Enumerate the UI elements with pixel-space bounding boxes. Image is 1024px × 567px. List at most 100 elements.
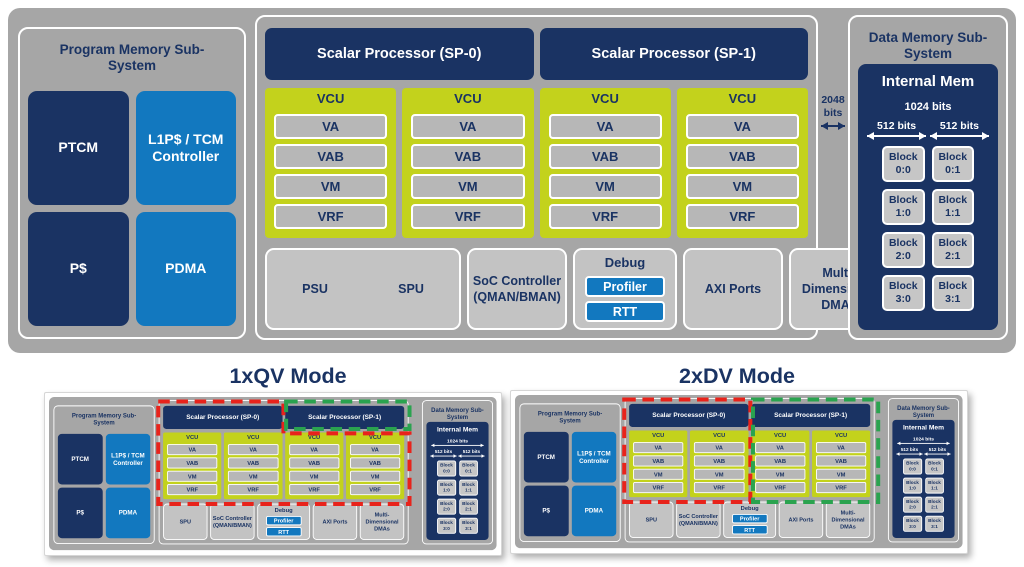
vcu-title: VCU [652,431,665,439]
vcu-column-1: VCU VA VAB VM VRF [690,430,749,498]
vcu-title: VCU [308,433,321,441]
vcu-column-1: VCU VA VAB VM VRF [224,432,283,500]
vm-unit: VM [694,468,745,480]
processor-subsystem: Scalar Processor (SP-0) Scalar Processor… [255,15,889,340]
width-512-arrow-icon [896,452,923,456]
width-1024-arrow-icon [897,441,950,446]
internal-mem-block: Internal Mem 1024 bits 512 bits 512 bits… [858,64,998,330]
ptcm-block: PTCM [57,433,103,485]
psu-block: PSU SPU [629,501,674,538]
mem-block-1-0: Block 1:0 [882,189,925,225]
vab-unit: VAB [228,457,279,469]
mdma-label: Multi-Dimensional DMAs [831,509,865,531]
multi-dimensional-dmas-block: Multi-Dimensional DMAs [359,503,405,540]
vrf-unit: VRF [288,484,340,496]
program-memory-grid: PTCM L1P$ / TCM Controller P$ PDMA [523,431,617,537]
soc-block-diagram: Program Memory Sub-System PTCM L1P$ / TC… [8,8,1016,353]
va-unit: VA [754,442,806,454]
data-memory-subsystem: Data Memory Sub-System Internal Mem 1024… [421,400,493,545]
l1p-tcm-controller-label: L1P$ / TCM Controller [577,449,611,465]
mem-block-1-1: Block 1:1 [931,189,974,225]
sp0-header: Scalar Processor (SP-0) [629,403,749,427]
vcu-title: VCU [316,91,345,106]
vab-unit: VAB [548,144,662,169]
mdma-label: Multi-Dimensional DMAs [365,511,399,533]
axi-ports-label: AXI Ports [704,281,762,296]
vcu-title: VCU [247,433,260,441]
utility-row: PSU SPU SoC Controller (QMAN/BMAN) Debug… [163,503,405,540]
vm-unit: VM [274,174,388,199]
internal-mem-title: Internal Mem [881,73,975,90]
program-memory-title: Program Memory Sub-System [537,410,603,425]
vm-unit: VM [548,174,662,199]
total-width-label: 1024 bits [913,436,934,442]
pdma-label: PDMA [584,506,604,515]
vrf-unit: VRF [274,204,388,229]
vcu-column-3: VCU VA VAB VM VRF [811,430,871,498]
half-right-label: 512 bits [462,448,481,455]
sp0-header: Scalar Processor (SP-0) [265,28,534,80]
processor-subsystem: Scalar Processor (SP-0) Scalar Processor… [158,400,409,545]
vrf-unit: VRF [754,482,806,494]
p-cache-label: P$ [69,260,87,277]
p-cache-block: P$ [523,485,569,537]
total-width-label: 1024 bits [904,101,952,113]
half-left: 512 bits [430,449,457,458]
half-left: 512 bits [896,447,923,456]
mem-block-0-0: Block 0:0 [903,458,922,475]
vab-unit: VAB [815,455,867,467]
vab-unit: VAB [411,144,525,169]
vrf-unit: VRF [548,204,662,229]
vab-unit: VAB [274,144,388,169]
half-left-label: 512 bits [877,120,917,132]
l1p-tcm-controller-block: L1P$ / TCM Controller [105,433,151,485]
data-memory-subsystem: Data Memory Sub-System Internal Mem 1024… [848,15,1008,340]
half-right-label: 512 bits [939,120,979,132]
vrf-unit: VRF [167,484,218,496]
vrf-unit: VRF [685,204,799,229]
program-memory-grid: PTCM L1P$ / TCM Controller P$ PDMA [57,433,151,539]
multi-dimensional-dmas-block: Multi-Dimensional DMAs [825,501,871,538]
vm-unit: VM [815,468,867,480]
mini-diagram-card-2xdv: Program Memory Sub-System PTCM L1P$ / TC… [510,390,968,554]
width-512-arrow-icon [924,452,951,456]
mem-block-3-0: Block 3:0 [437,517,456,534]
interconnect-2048-bits: 2048 bits [818,94,848,131]
vcu-title: VCU [454,91,482,106]
vcu-column-2: VCU VA VAB VM VRF [750,430,810,498]
mini-diagram-scale-1xqv: Program Memory Sub-System PTCM L1P$ / TC… [49,397,497,551]
vrf-unit: VRF [815,482,867,494]
va-unit: VA [288,444,340,456]
half-left: 512 bits [867,120,927,140]
mem-block-2-0: Block 2:0 [903,496,922,513]
data-memory-subsystem: Data Memory Sub-System Internal Mem 1024… [887,398,959,543]
sp0-header: Scalar Processor (SP-0) [163,405,283,429]
axi-ports-label: AXI Ports [788,516,814,523]
internal-mem-block: Internal Mem 1024 bits 512 bits 512 bits… [892,419,955,538]
vcu-column-1: VCU VA VAB VM VRF [402,88,534,238]
vm-unit: VM [349,470,401,482]
scalar-processor-row: Scalar Processor (SP-0) Scalar Processor… [163,405,405,429]
l1p-tcm-controller-label: L1P$ / TCM Controller [111,451,145,467]
half-width-row: 512 bits 512 bits [867,120,990,140]
soc-controller-label: SoC Controller (QMAN/BMAN) [212,514,252,529]
vrf-unit: VRF [633,482,684,494]
spu-label: SPU [645,516,658,523]
vab-unit: VAB [349,457,401,469]
mem-block-2-1: Block 2:1 [459,498,478,515]
mem-block-0-1: Block 0:1 [931,146,974,182]
ptcm-label: PTCM [71,455,89,463]
processor-subsystem: Scalar Processor (SP-0) Scalar Processor… [624,398,875,543]
vm-unit: VM [288,470,340,482]
va-unit: VA [694,442,745,454]
mem-block-1-0: Block 1:0 [437,479,456,496]
mem-block-2-0: Block 2:0 [437,498,456,515]
spu-label: SPU [179,518,192,525]
vrf-unit: VRF [694,482,745,494]
vcu-title: VCU [186,433,199,441]
program-memory-grid: PTCM L1P$ / TCM Controller P$ PDMA [28,91,236,326]
sp1-header: Scalar Processor (SP-1) [750,403,871,427]
soc-controller-block: SoC Controller (QMAN/BMAN) [210,503,255,540]
axi-ports-block: AXI Ports [312,503,358,540]
vm-unit: VM [411,174,525,199]
